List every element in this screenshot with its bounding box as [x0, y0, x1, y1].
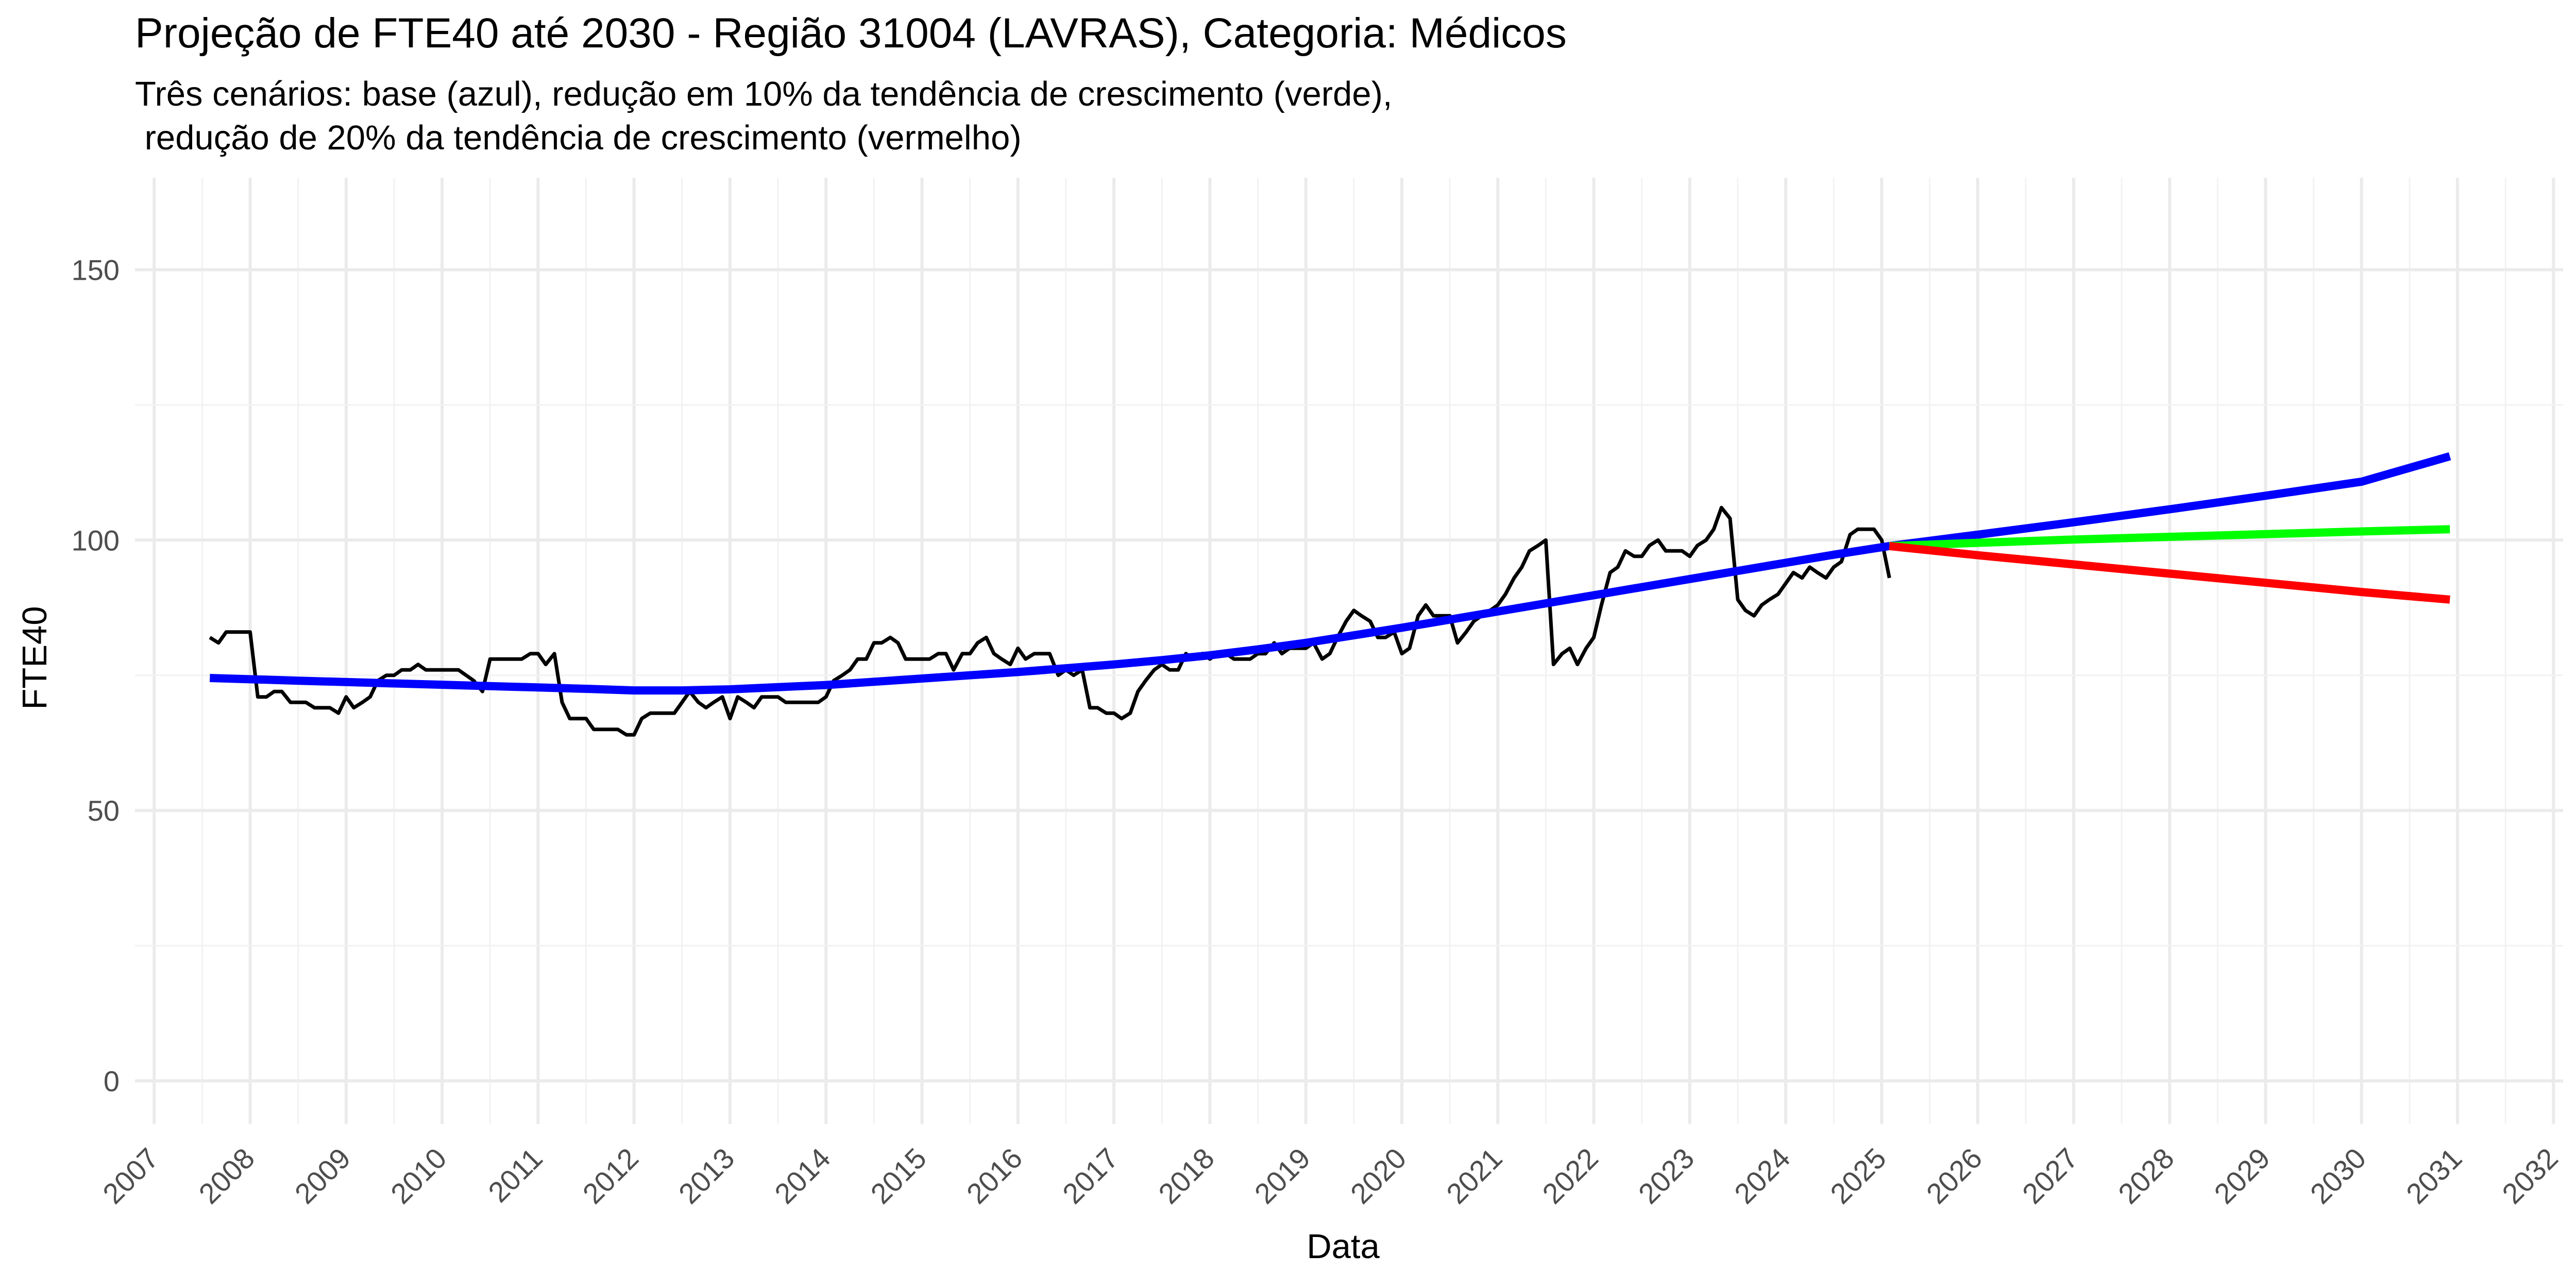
x-axis-label: Data [1307, 1227, 1380, 1266]
y-tick-label: 0 [104, 1065, 120, 1097]
y-tick-label: 100 [72, 524, 120, 556]
series-minus20-line [1889, 541, 2450, 604]
chart-title: Projeção de FTE40 até 2030 - Região 3100… [135, 10, 1567, 57]
y-tick-label: 150 [72, 253, 120, 286]
grid-layer [135, 178, 2563, 1124]
series-minus10-line [1889, 525, 2450, 550]
chart-subtitle-line-1: Três cenários: base (azul), redução em 1… [135, 75, 1393, 113]
series-base-line [210, 452, 2451, 695]
series-layer [209, 452, 2451, 737]
series-observed-line [209, 505, 1891, 737]
chart-subtitle-line-2: redução de 20% da tendência de crescimen… [135, 118, 1022, 157]
y-tick-label: 50 [88, 794, 120, 827]
y-axis-label: FTE40 [15, 606, 54, 709]
